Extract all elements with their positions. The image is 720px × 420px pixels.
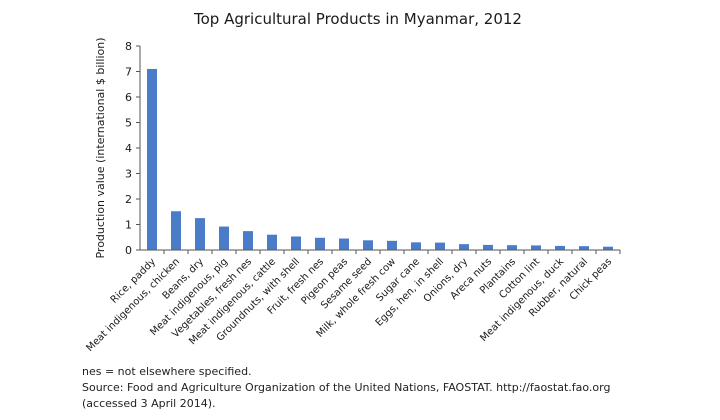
y-tick-label: 3: [125, 168, 132, 181]
y-axis-label: Production value (international $ billio…: [94, 37, 107, 258]
y-tick-label: 8: [125, 40, 132, 53]
y-axis: 0 1 2 3 4 5 6 7 8: [125, 40, 140, 257]
y-tick-label: 1: [125, 219, 132, 232]
note-accessed: (accessed 3 April 2014).: [82, 397, 216, 410]
bar: [483, 244, 493, 250]
x-tick-label: Meat indigenous, chicken: [84, 256, 182, 354]
bar: [171, 211, 181, 250]
bar: [531, 245, 541, 250]
bars: [147, 68, 613, 250]
bar: [147, 68, 157, 250]
bar: [387, 240, 397, 250]
y-tick-label: 6: [125, 91, 132, 104]
bar: [579, 246, 589, 250]
note-nes: nes = not elsewhere specified.: [82, 365, 252, 378]
bar: [339, 238, 349, 250]
y-tick-label: 0: [125, 244, 132, 257]
bar: [555, 245, 565, 250]
bar: [603, 246, 613, 250]
bar: [435, 242, 445, 250]
bar: [459, 244, 469, 250]
bar: [219, 226, 229, 250]
y-tick-label: 7: [125, 66, 132, 79]
bar: [267, 234, 277, 250]
y-tick-label: 4: [125, 142, 132, 155]
chart-title: Top Agricultural Products in Myanmar, 20…: [193, 10, 522, 28]
bar: [411, 242, 421, 250]
bar: [507, 245, 517, 250]
y-tick-label: 5: [125, 117, 132, 130]
bar: [243, 231, 253, 250]
bar: [291, 236, 301, 250]
bar: [363, 240, 373, 250]
bar: [195, 218, 205, 250]
note-source: Source: Food and Agriculture Organizatio…: [82, 381, 611, 394]
y-tick-label: 2: [125, 193, 132, 206]
chart-notes: nes = not elsewhere specified. Source: F…: [82, 364, 610, 412]
bar: [315, 237, 325, 250]
